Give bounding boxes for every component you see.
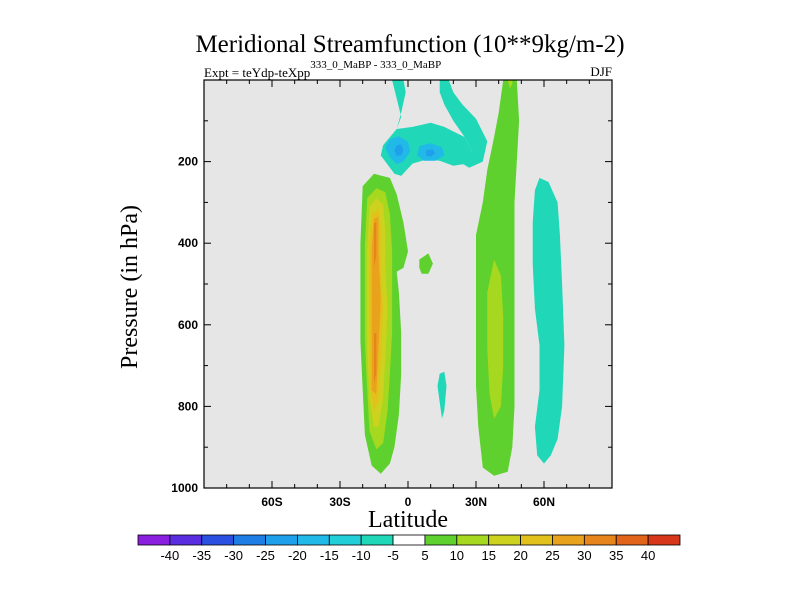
contour-equatorial-positive-patch [419, 253, 433, 274]
x-axis-label: Latitude [368, 507, 448, 533]
x-axis: 60S 30S 0 30N 60N [226, 80, 590, 509]
chart-subtitle: Expt = teYdp-teXpp333_0_MaBP - 333_0_MaB… [204, 59, 441, 80]
contour-regions [360, 80, 565, 476]
colorbar-label: 15 [481, 548, 495, 563]
colorbar-swatch [328, 534, 362, 546]
y-tick-label: 800 [178, 399, 198, 413]
contour-upper-core-2b [426, 149, 436, 157]
y-tick-label: 400 [178, 236, 198, 250]
colorbar-label: -15 [320, 548, 339, 563]
contour-upper-core-1b [394, 144, 404, 156]
colorbar-label: 40 [641, 548, 655, 563]
season-label: DJF [590, 64, 612, 79]
colorbar-label: 35 [609, 548, 623, 563]
colorbar-label: -40 [160, 548, 179, 563]
y-tick-label: 200 [178, 155, 198, 169]
colorbar-swatch [360, 534, 394, 546]
contour-nh-subtropical-negative [532, 177, 565, 464]
chart-title: Meridional Streamfunction (10**9kg/m-2) [195, 31, 624, 58]
colorbar-swatch [201, 534, 235, 546]
colorbar-swatch [488, 534, 521, 546]
colorbar-label: 25 [545, 548, 559, 563]
y-axis: 200 400 600 800 1000 [171, 120, 612, 495]
contour-upper-tropical-negative-north [439, 80, 488, 168]
colorbar-label: -5 [387, 548, 399, 563]
colorbar-label: -20 [288, 548, 307, 563]
colorbar-swatch [552, 534, 585, 546]
colorbar: -40 -35 -30 -25 -20 -15 -10 -5 5 10 15 20 25 30 35 40 [137, 534, 681, 563]
contour-sh-hadley-35 [374, 222, 377, 268]
contour-nh-ferrel-15-top [507, 80, 513, 89]
colorbar-swatch [583, 534, 617, 546]
contour-sh-hadley-35b [374, 333, 377, 382]
colorbar-swatch [137, 534, 171, 546]
colorbar-swatch [169, 534, 203, 546]
y-tick-label: 1000 [171, 481, 198, 495]
colorbar-label: -25 [256, 548, 275, 563]
colorbar-swatch [233, 534, 266, 546]
colorbar-label: -35 [192, 548, 211, 563]
colorbar-swatch [424, 534, 458, 546]
colorbar-swatch [297, 534, 330, 546]
contour-nh-ferrel-15 [487, 259, 504, 419]
colorbar-label: -30 [224, 548, 243, 563]
subtitle-prefix: Expt = teYdp-teXpp [204, 65, 310, 80]
x-tick-label: 0 [405, 495, 412, 509]
colorbar-label: 10 [450, 548, 464, 563]
x-tick-label: 60N [533, 495, 555, 509]
x-tick-label: 30S [329, 495, 350, 509]
x-tick-label: 60S [261, 495, 282, 509]
x-tick-label: 30N [465, 495, 487, 509]
contour-equatorial-negative-sliver [437, 371, 447, 419]
colorbar-swatch [520, 534, 553, 546]
plot-area: 60S 30S 0 30N 60N 200 400 600 800 1000 [171, 79, 613, 509]
colorbar-swatch [615, 534, 649, 546]
colorbar-label: 30 [577, 548, 591, 563]
contour-sh-hadley-30 [371, 216, 381, 395]
colorbar-label: 5 [421, 548, 428, 563]
colorbar-swatch [647, 534, 681, 546]
colorbar-label: 20 [513, 548, 527, 563]
subtitle-experiment: 333_0_MaBP - 333_0_MaBP [310, 59, 441, 71]
colorbar-swatch [456, 534, 490, 546]
colorbar-swatch [392, 534, 426, 546]
colorbar-swatch [265, 534, 298, 546]
y-axis-label: Pressure (in hPa) [117, 205, 143, 369]
y-tick-label: 600 [178, 318, 198, 332]
colorbar-label: -10 [352, 548, 371, 563]
